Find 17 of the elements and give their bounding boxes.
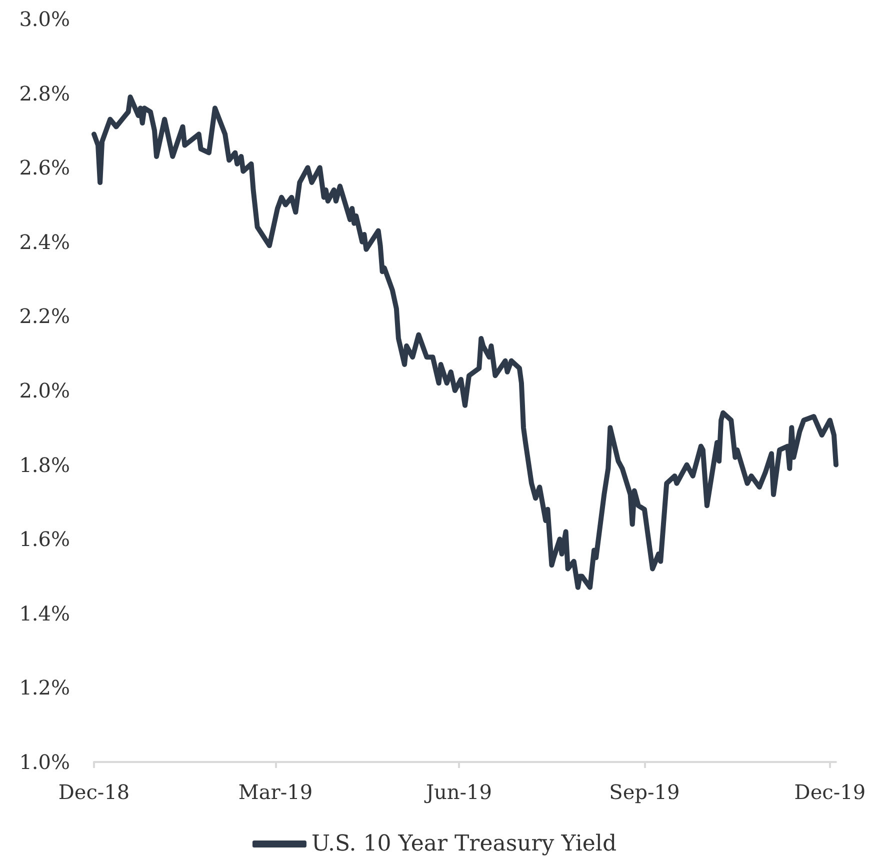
y-tick-label: 3.0% xyxy=(19,7,70,31)
y-tick-label: 1.8% xyxy=(19,452,70,477)
y-tick-label: 2.0% xyxy=(19,378,70,402)
x-tick-label: Mar-19 xyxy=(238,780,313,804)
y-tick-label: 2.6% xyxy=(19,156,70,180)
x-tick-label: Sep-19 xyxy=(609,780,680,804)
x-tick-label: Jun-19 xyxy=(424,780,492,804)
y-tick-label: 1.4% xyxy=(19,601,70,626)
y-tick-label: 1.0% xyxy=(19,750,70,774)
x-tick-label: Dec-18 xyxy=(58,780,130,804)
y-tick-label: 2.4% xyxy=(19,230,70,254)
y-tick-label: 2.8% xyxy=(19,81,70,106)
legend-label: U.S. 10 Year Treasury Yield xyxy=(311,832,617,856)
y-tick-label: 1.6% xyxy=(19,527,70,552)
x-tick-label: Dec-19 xyxy=(794,780,866,804)
y-tick-label: 1.2% xyxy=(19,676,70,700)
y-tick-label: 2.2% xyxy=(19,304,70,328)
